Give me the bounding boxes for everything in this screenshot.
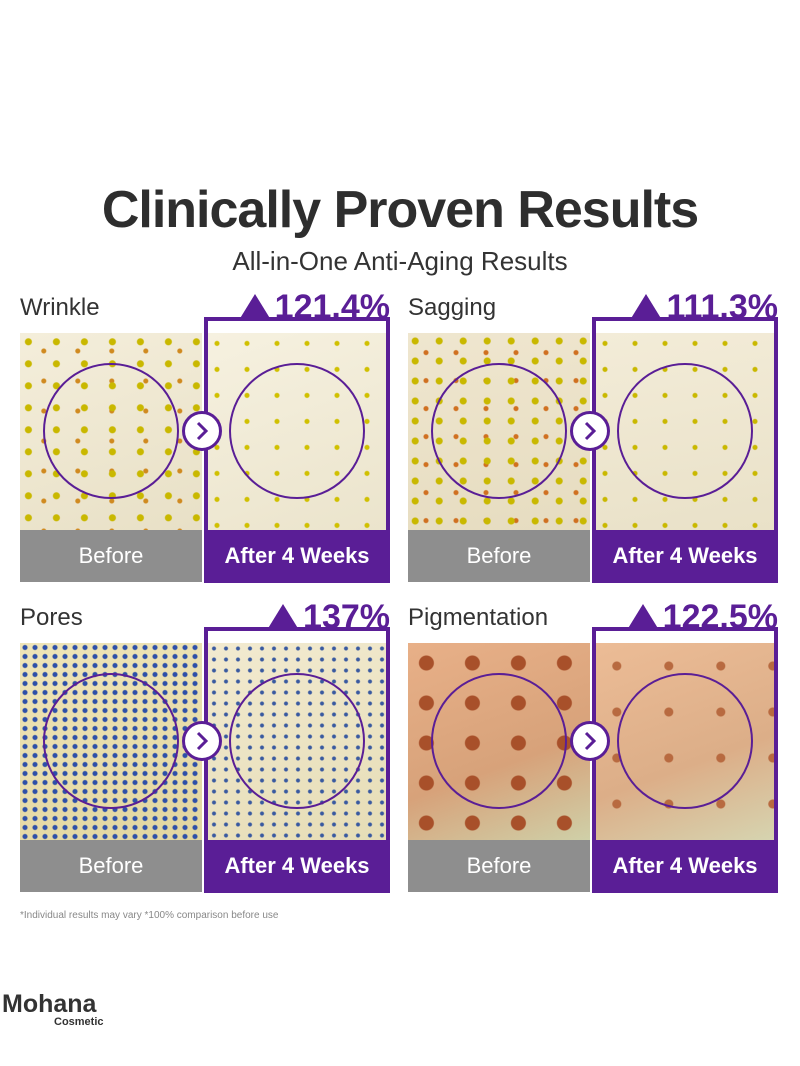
before-band: Before [20,840,202,892]
after-band: After 4 Weeks [592,530,778,582]
arrow-icon [570,411,610,451]
up-triangle [238,294,271,320]
panel-label: Wrinkle [20,294,100,321]
focus-circle [617,673,753,809]
panel-label: Sagging [408,294,497,321]
before-band: Before [408,530,590,582]
chevron [196,421,209,441]
focus-circle [617,363,753,499]
up-triangle [267,604,300,630]
before-band: Before [20,530,202,582]
arrow-icon [570,721,610,761]
focus-circle [431,673,567,809]
up-triangle [626,604,659,630]
focus-circle [229,673,365,809]
focus-circle [431,363,567,499]
footnote: *Individual results may vary *100% compa… [20,910,279,921]
subtitle: All-in-One Anti-Aging Results [232,246,568,276]
panel-label: Pores [20,604,83,631]
panel-label: Pigmentation [408,604,549,631]
brand-tagline: Cosmetic [54,1016,104,1028]
arrow-icon [182,411,222,451]
up-triangle [630,294,663,320]
brand-name: Mohana [2,990,97,1018]
before-band: Before [408,840,590,892]
focus-circle [43,673,179,809]
chevron [196,731,209,751]
chevron [584,731,597,751]
chevron [584,421,597,441]
after-band: After 4 Weeks [204,840,390,892]
arrow-icon [182,721,222,761]
after-band: After 4 Weeks [204,530,390,582]
after-band: After 4 Weeks [592,840,778,892]
focus-circle [229,363,365,499]
title: Clinically Proven Results [101,181,699,239]
focus-circle [43,363,179,499]
